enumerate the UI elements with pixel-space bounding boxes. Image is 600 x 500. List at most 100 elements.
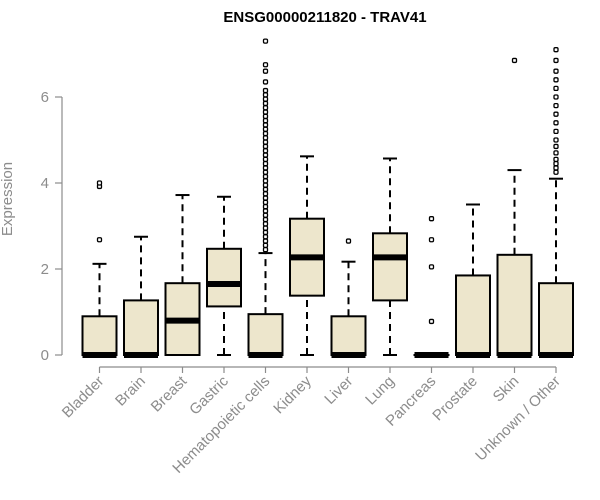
outlier-point xyxy=(262,238,269,244)
y-axis: 0 2 4 6 xyxy=(41,89,63,364)
outlier-point xyxy=(262,160,269,167)
outlier-point xyxy=(553,47,559,53)
y-tick-label: 0 xyxy=(41,347,49,364)
box-group xyxy=(123,235,159,358)
x-tick-label: Skin xyxy=(490,373,523,406)
outlier-point xyxy=(553,94,559,100)
x-tick-label: Bladder xyxy=(59,373,108,422)
outlier-point xyxy=(553,57,559,64)
outlier-point xyxy=(262,186,269,193)
outlier-point xyxy=(262,234,269,240)
outlier-point xyxy=(553,169,559,175)
outlier-point xyxy=(262,130,269,137)
outlier-point xyxy=(262,79,269,85)
outlier-point xyxy=(553,150,559,156)
outlier-point xyxy=(262,156,269,163)
outlier-point xyxy=(262,118,269,124)
outlier-point xyxy=(96,237,103,243)
outlier-point xyxy=(553,160,559,167)
outlier-point xyxy=(553,156,559,163)
outlier-point xyxy=(262,191,269,197)
box-group xyxy=(247,38,284,358)
outlier-point xyxy=(428,216,435,222)
y-tick-label: 2 xyxy=(41,261,49,278)
outlier-point xyxy=(262,122,269,128)
box xyxy=(123,299,159,357)
box xyxy=(81,315,118,356)
outlier-point xyxy=(262,178,269,184)
box-group xyxy=(455,203,491,358)
outlier-point xyxy=(553,120,559,126)
box-group xyxy=(413,216,450,358)
box xyxy=(372,232,408,302)
box xyxy=(330,315,367,356)
x-tick-label: Lung xyxy=(362,373,398,409)
outlier-point xyxy=(553,143,559,150)
outlier-point xyxy=(262,225,269,231)
outlier-point xyxy=(262,165,269,171)
outlier-point xyxy=(262,208,269,214)
outlier-point xyxy=(262,109,269,115)
box-group xyxy=(289,155,325,356)
x-tick-label: Prostate xyxy=(429,373,481,425)
outlier-point xyxy=(553,77,559,83)
x-tick-label: Brain xyxy=(112,373,149,410)
outlier-point xyxy=(262,229,269,236)
x-tick-label: Liver xyxy=(321,373,356,408)
outlier-point xyxy=(262,212,269,218)
box-group xyxy=(206,195,242,356)
box-group xyxy=(81,180,118,358)
box-group xyxy=(538,47,574,358)
box xyxy=(496,253,533,356)
outlier-point xyxy=(262,96,269,102)
outlier-point xyxy=(345,238,352,244)
box-group xyxy=(496,57,533,358)
outlier-point xyxy=(262,148,269,154)
outlier-point xyxy=(428,237,435,243)
outlier-point xyxy=(262,246,269,253)
y-tick-label: 6 xyxy=(41,89,49,106)
outlier-point xyxy=(511,57,518,64)
box-series xyxy=(81,38,574,358)
outlier-point xyxy=(262,143,269,150)
outlier-point xyxy=(262,152,269,158)
outlier-point xyxy=(428,264,435,270)
outlier-point xyxy=(262,216,269,223)
outlier-point xyxy=(553,85,559,92)
outlier-point xyxy=(553,165,559,171)
outlier-point xyxy=(262,195,269,201)
outlier-point xyxy=(262,38,269,44)
outlier-point xyxy=(262,68,269,74)
outlier-point xyxy=(262,221,269,227)
box-group xyxy=(372,157,408,356)
outlier-point xyxy=(553,137,559,143)
outlier-point xyxy=(553,102,559,109)
outlier-point xyxy=(262,92,269,98)
outlier-point xyxy=(262,87,269,94)
outlier-point xyxy=(262,135,269,141)
outlier-point xyxy=(262,203,269,210)
outlier-point xyxy=(262,182,269,188)
outlier-point xyxy=(262,126,269,132)
box xyxy=(455,274,491,357)
outlier-point xyxy=(262,139,269,145)
outlier-point xyxy=(262,105,269,111)
box xyxy=(206,247,242,308)
box xyxy=(247,313,284,356)
outlier-point xyxy=(262,113,269,119)
box-group xyxy=(164,194,201,356)
outlier-point xyxy=(262,173,269,180)
outlier-point xyxy=(96,180,103,186)
outlier-point xyxy=(428,318,435,325)
outlier-point xyxy=(553,128,559,135)
outlier-point xyxy=(553,111,559,117)
x-tick-label: Kidney xyxy=(270,372,315,417)
outlier-point xyxy=(262,169,269,175)
y-tick-label: 4 xyxy=(41,175,49,192)
chart-title: ENSG00000211820 - TRAV41 xyxy=(223,9,426,26)
y-axis-label: Expression xyxy=(0,162,16,236)
outlier-point xyxy=(553,68,559,74)
